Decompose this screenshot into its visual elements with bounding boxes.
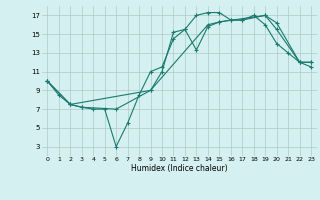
X-axis label: Humidex (Indice chaleur): Humidex (Indice chaleur) xyxy=(131,164,228,173)
